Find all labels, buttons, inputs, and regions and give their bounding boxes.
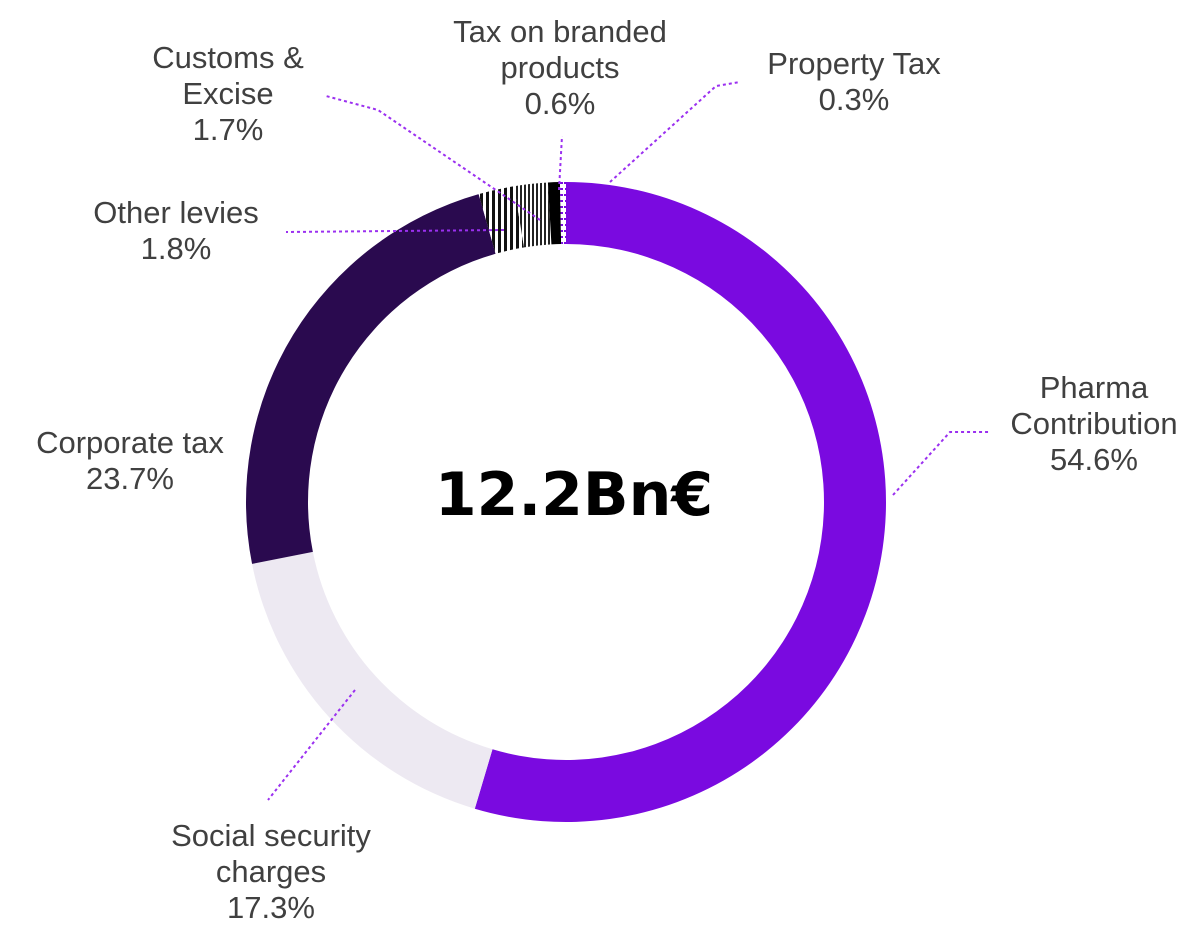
leader-line-other-levies: [285, 229, 505, 233]
slice-label-social-security-charges: Social security charges 17.3%: [171, 818, 371, 925]
leader-lines: [267, 81, 990, 801]
leader-line-property-tax: [609, 81, 741, 183]
leader-line-tax-on-branded-products: [558, 135, 563, 191]
slice-label-customs-excise: Customs & Excise 1.7%: [152, 40, 304, 147]
center-total-label: 12.2Bn€: [435, 460, 713, 530]
slice-name-line: products: [501, 50, 620, 85]
slice-pharma-contribution: [474, 182, 886, 822]
slice-corporate-tax: [246, 194, 496, 564]
slice-name-line: Tax on branded: [453, 14, 667, 49]
slice-value-pharma-contribution: 54.6%: [1050, 442, 1138, 477]
slice-name-line: Contribution: [1010, 406, 1177, 441]
slice-value-social-security-charges: 17.3%: [227, 890, 315, 925]
slice-label-pharma-contribution: Pharma Contribution 54.6%: [1010, 370, 1177, 477]
slice-value-property-tax: 0.3%: [819, 82, 890, 117]
slice-property-tax: [559, 182, 566, 245]
leader-line-pharma-contribution: [892, 431, 990, 496]
slice-label-tax-on-branded-products: Tax on branded products 0.6%: [453, 14, 667, 121]
leader-line-social-security-charges: [267, 689, 356, 801]
slice-labels: Pharma Contribution 54.6% Social security ch…: [36, 14, 1177, 925]
slice-tax-on-branded-products: [547, 182, 562, 245]
slice-name-line: charges: [216, 854, 326, 889]
slice-name-line: Social security: [171, 818, 371, 853]
slice-other-levies: [478, 186, 525, 254]
slice-name-line: Property Tax: [767, 46, 941, 81]
donut-slices: [246, 182, 886, 822]
slice-label-property-tax: Property Tax 0.3%: [767, 46, 941, 117]
slice-social-security-charges: [252, 551, 493, 809]
slice-name-line: Corporate tax: [36, 425, 224, 460]
slice-label-corporate-tax: Corporate tax 23.7%: [36, 425, 224, 496]
slice-name-line: Pharma: [1040, 370, 1149, 405]
slice-name-line: Other levies: [93, 195, 258, 230]
slice-value-other-levies: 1.8%: [141, 231, 212, 266]
slice-value-customs-excise: 1.7%: [193, 112, 264, 147]
slice-label-other-levies: Other levies 1.8%: [93, 195, 258, 266]
slice-name-line: Excise: [182, 76, 273, 111]
slice-value-corporate-tax: 23.7%: [86, 461, 174, 496]
slice-name-line: Customs &: [152, 40, 304, 75]
slice-value-tax-on-branded-products: 0.6%: [525, 86, 596, 121]
